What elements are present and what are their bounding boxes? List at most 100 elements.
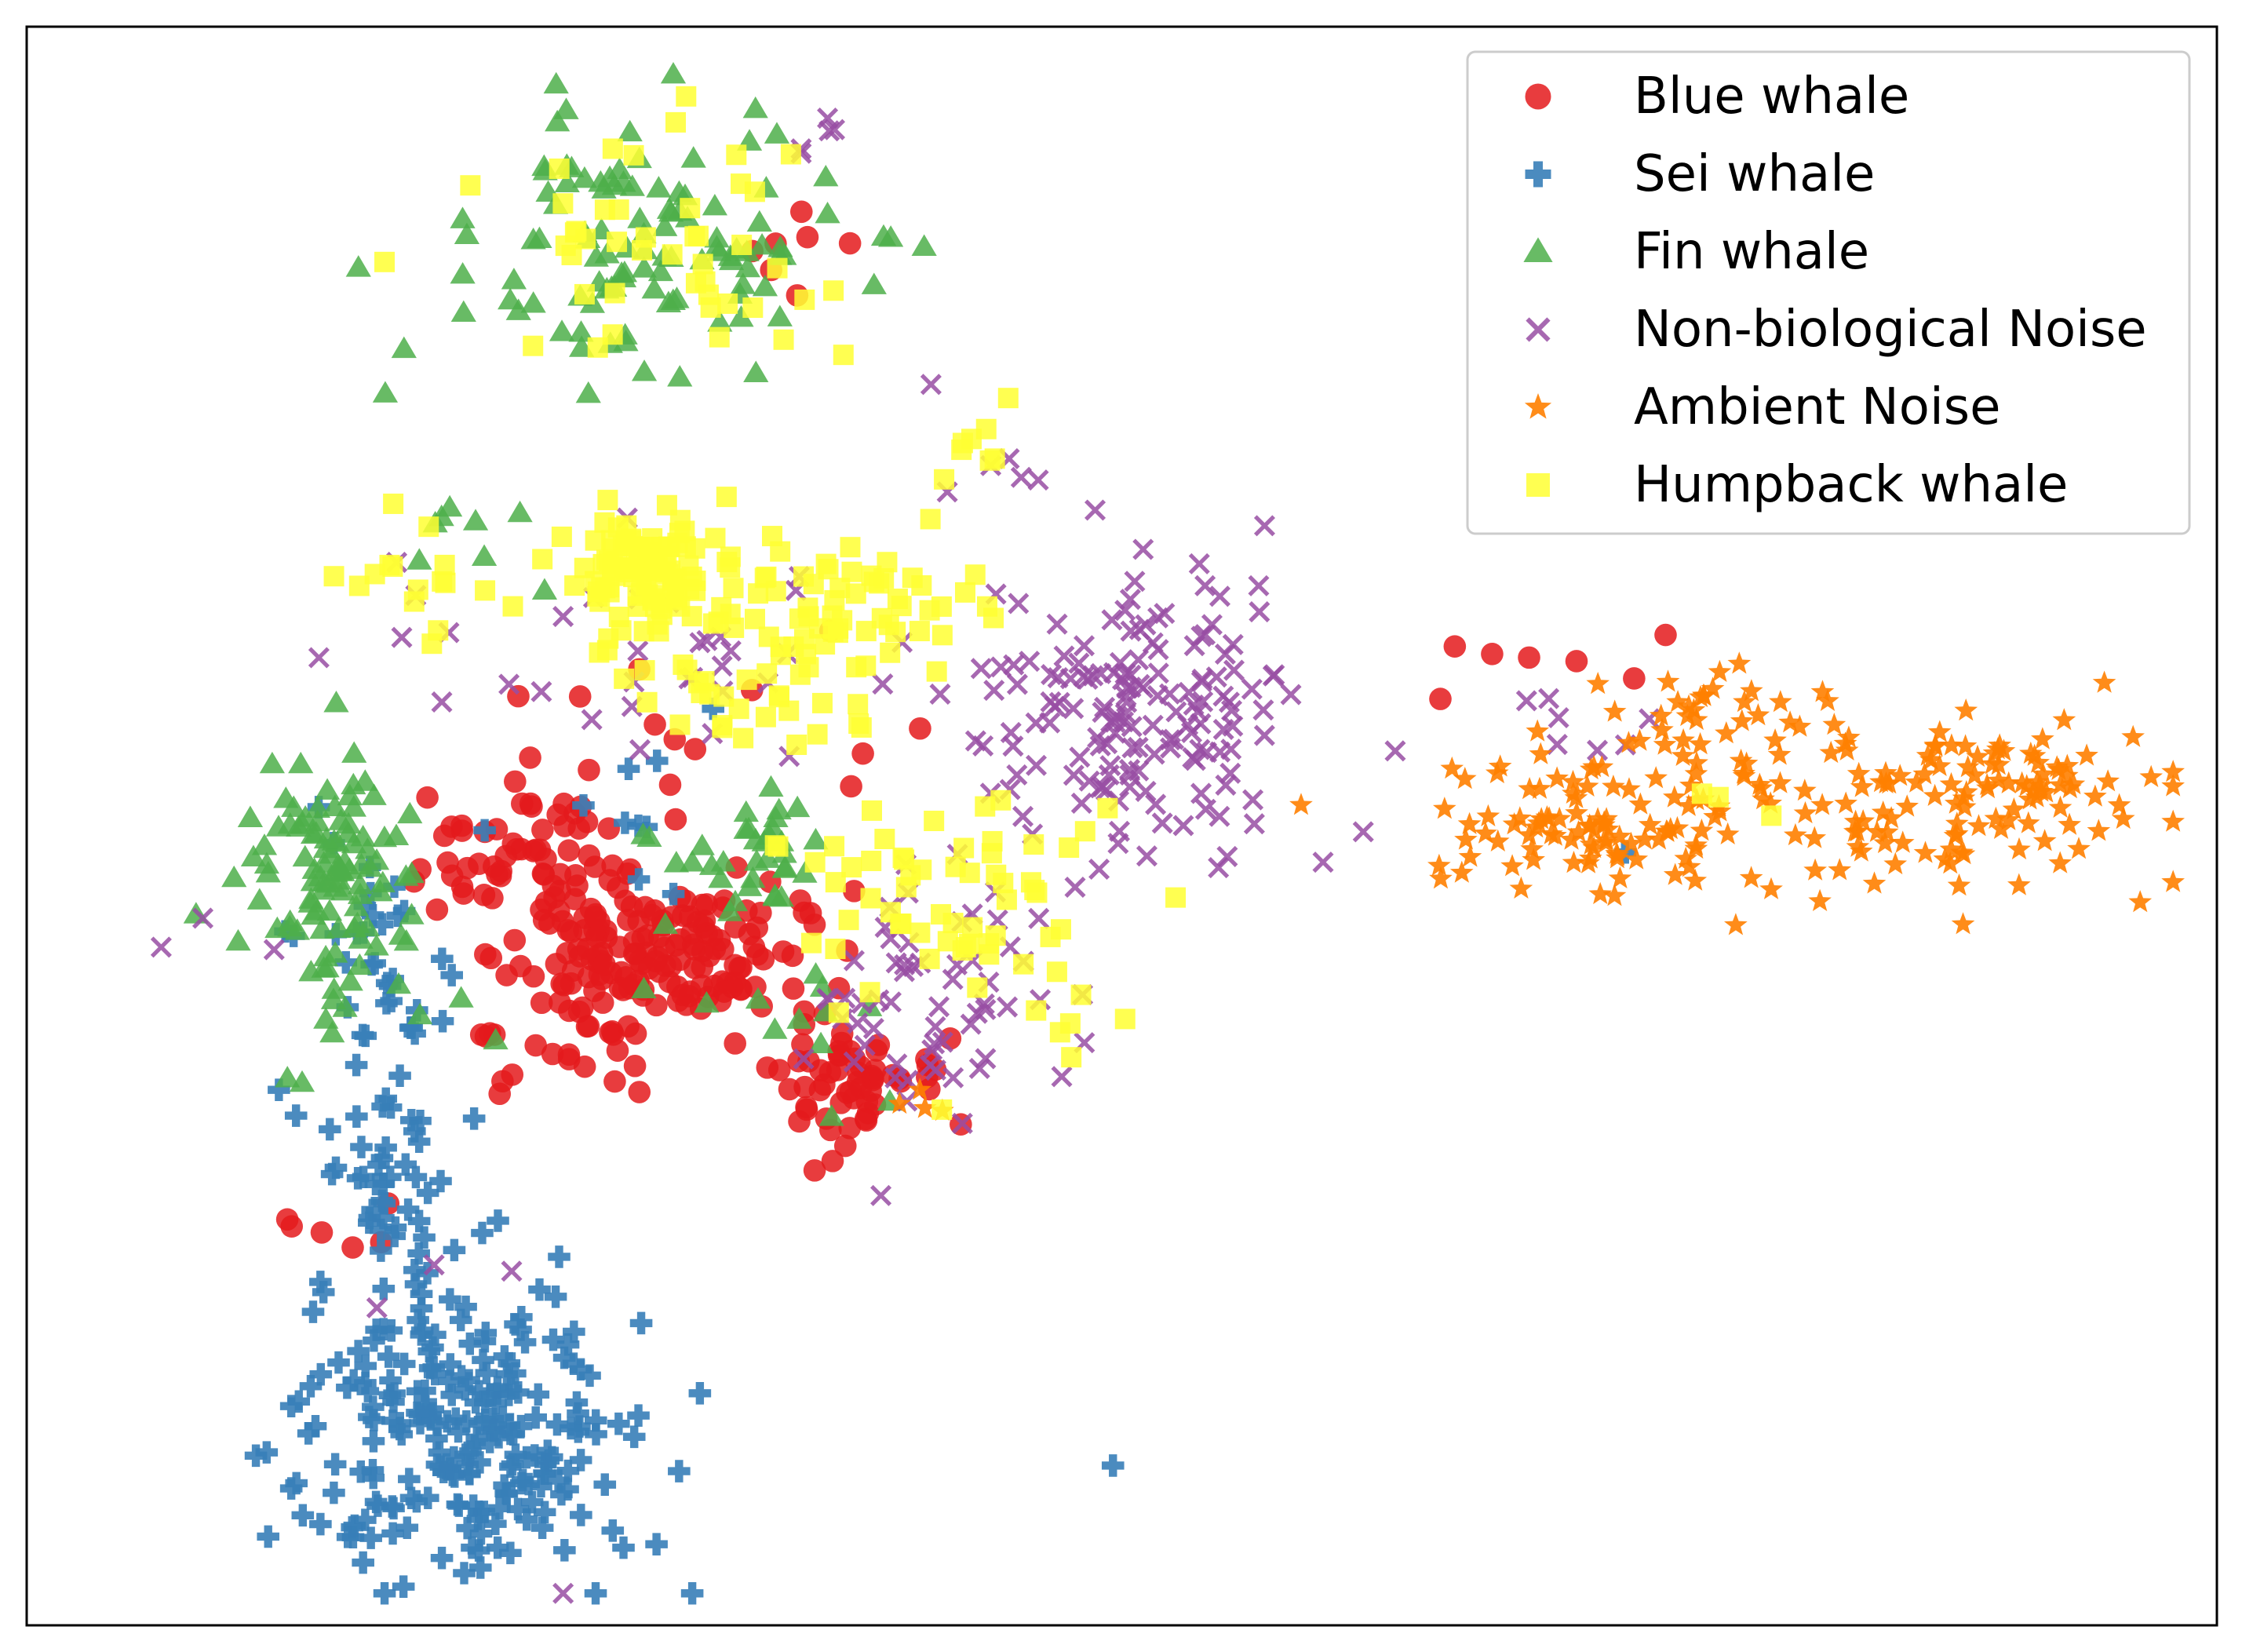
point-blue-whale [531,819,554,841]
point-sei-whale [323,1453,347,1476]
point-ambient-noise [1734,751,1759,774]
point-non-biological-noise [1064,876,1086,899]
point-sei-whale [279,1477,303,1500]
point-ambient-noise [1905,770,1929,793]
point-sei-whale [504,1313,527,1336]
point-ambient-noise [1677,694,1701,717]
point-ambient-noise [1763,728,1787,751]
point-fin-whale [762,883,788,906]
point-blue-whale [778,1078,801,1101]
point-blue-whale [691,956,714,979]
point-sei-whale [1101,1454,1125,1477]
point-fin-whale [259,751,286,774]
point-sei-whale [556,1478,579,1501]
point-humpback-whale [825,872,846,893]
point-fin-whale [393,928,419,951]
point-ambient-noise [1984,806,2008,830]
point-ambient-noise [1996,808,2021,830]
point-ambient-noise [1565,800,1588,823]
point-ambient-noise [2096,769,2120,792]
point-fin-whale [319,1020,345,1043]
point-fin-whale [385,972,412,994]
point-humpback-whale [786,734,807,755]
point-ambient-noise [2092,670,2116,693]
point-ambient-noise [1588,881,1613,905]
point-ambient-noise [1692,683,1715,706]
point-non-biological-noise [1145,793,1167,815]
point-humpback-whale [824,589,845,611]
point-sei-whale [380,1319,403,1342]
series-humpback-whale [323,86,1782,1120]
point-ambient-noise [1602,884,1627,906]
point-blue-whale [494,844,517,868]
point-sei-whale [486,1376,509,1399]
point-humpback-whale [726,144,747,166]
point-sei-whale [279,1395,303,1418]
point-ambient-noise [1540,822,1563,844]
point-blue-whale [549,991,571,1014]
point-fin-whale [383,823,410,845]
point-sei-whale [370,1239,392,1262]
point-sei-whale [301,1300,325,1323]
point-humpback-whale [705,527,726,549]
point-ambient-noise [1875,820,1899,843]
point-fin-whale [348,927,374,949]
point-blue-whale [782,977,805,1000]
point-sei-whale [474,1391,497,1414]
point-fin-whale [330,859,355,881]
point-ambient-noise [1819,740,1843,764]
point-sei-whale [563,1320,585,1344]
point-non-biological-noise [1124,571,1146,593]
point-non-biological-noise [1220,699,1243,721]
point-fin-whale [702,193,728,216]
point-humpback-whale [861,850,882,871]
point-ambient-noise [2014,774,2039,797]
point-ambient-noise [1566,820,1591,843]
point-fin-whale [498,287,523,310]
point-humpback-whale [633,621,654,642]
point-sei-whale [454,1295,477,1318]
point-non-biological-noise [1223,659,1245,681]
point-sei-whale [336,1376,359,1399]
point-sei-whale [439,1288,461,1311]
point-non-biological-noise [1114,600,1136,622]
point-humpback-whale [979,944,1000,965]
point-ambient-noise [2017,811,2040,833]
point-humpback-whale [967,977,988,998]
point-sei-whale [406,1401,428,1424]
point-ambient-noise [1617,731,1641,753]
point-sei-whale [372,1172,396,1195]
point-sei-whale [662,882,685,906]
point-sei-whale [513,1331,537,1354]
point-fin-whale [571,166,598,188]
point-sei-whale [570,1504,592,1526]
point-ambient-noise [1953,734,1978,757]
point-sei-whale [487,1209,509,1232]
point-ambient-noise [1933,847,1957,870]
point-sei-whale [354,1355,377,1377]
point-fin-whale [240,844,267,866]
point-non-biological-noise [1587,739,1609,761]
point-humpback-whale [800,932,822,954]
point-non-biological-noise [1069,746,1091,768]
point-ambient-noise [1739,866,1763,888]
point-fin-whale [251,833,278,855]
legend-entry-non-biological-noise: Non-biological Noise [1526,301,2147,359]
point-non-biological-noise [1135,614,1157,636]
point-non-biological-noise [530,680,552,702]
point-sei-whale [426,1413,450,1436]
point-humpback-whale [407,579,428,600]
point-humpback-whale [680,198,701,219]
point-non-biological-noise [921,1039,943,1061]
point-sei-whale [454,1378,477,1401]
point-humpback-whale [851,717,872,738]
point-fin-whale [370,870,396,893]
point-sei-whale [444,1407,468,1430]
point-ambient-noise [2055,753,2080,776]
point-humpback-whale [845,583,866,604]
point-sei-whale [473,1329,497,1353]
point-fin-whale [680,850,705,872]
point-ambient-noise [1628,792,1653,815]
point-non-biological-noise [1103,662,1125,684]
point-ambient-noise [1518,777,1541,800]
